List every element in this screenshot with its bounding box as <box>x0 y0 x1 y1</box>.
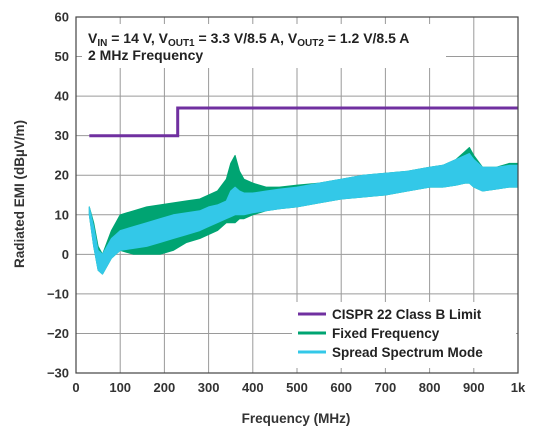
annotation-background <box>82 24 446 68</box>
y-tick-label: 10 <box>55 207 69 222</box>
x-tick-label: 900 <box>463 380 485 395</box>
x-tick-label: 700 <box>375 380 397 395</box>
x-tick-label: 100 <box>109 380 131 395</box>
plot-frame <box>75 16 519 374</box>
annotation-conditions: VIN = 14 V, VOUT1 = 3.3 V/8.5 A, VOUT2 =… <box>88 30 409 49</box>
legend-background <box>292 302 516 368</box>
y-tick-label: 40 <box>55 89 69 104</box>
y-tick-label: 20 <box>55 168 69 183</box>
y-tick-label: −20 <box>47 326 69 341</box>
x-tick-label: 500 <box>286 380 308 395</box>
x-tick-label: 0 <box>72 380 79 395</box>
x-axis-title: Frequency (MHz) <box>242 411 351 426</box>
tick-labels: 0 100 200 300 400 500 600 700 800 900 1k −30 −20 −10 0… <box>47 10 526 396</box>
x-tick-label: 600 <box>330 380 352 395</box>
y-tick-label: 60 <box>55 10 69 25</box>
x-tick-label: 1k <box>511 380 526 395</box>
y-tick-label: −30 <box>47 366 69 381</box>
series-cispr-limit <box>89 106 518 138</box>
legend: CISPR 22 Class B Limit Fixed Frequency S… <box>292 302 516 368</box>
x-tick-label: 200 <box>154 380 176 395</box>
legend-label-cispr: CISPR 22 Class B Limit <box>332 307 482 322</box>
y-tick-label: 0 <box>62 247 69 262</box>
legend-label-fixed: Fixed Frequency <box>332 326 440 341</box>
y-axis-title: Radiated EMI (dBµV/m) <box>12 120 27 268</box>
x-tick-label: 400 <box>242 380 264 395</box>
y-tick-label: 50 <box>55 49 69 64</box>
x-tick-label: 800 <box>419 380 441 395</box>
y-tick-label: −10 <box>47 286 69 301</box>
legend-label-spread: Spread Spectrum Mode <box>332 345 483 360</box>
annotation-box: VIN = 14 V, VOUT1 = 3.3 V/8.5 A, VOUT2 =… <box>82 24 446 68</box>
series-lines <box>89 106 518 138</box>
annotation-frequency: 2 MHz Frequency <box>88 47 203 63</box>
y-tick-label: 30 <box>55 128 69 143</box>
x-tick-label: 300 <box>198 380 220 395</box>
